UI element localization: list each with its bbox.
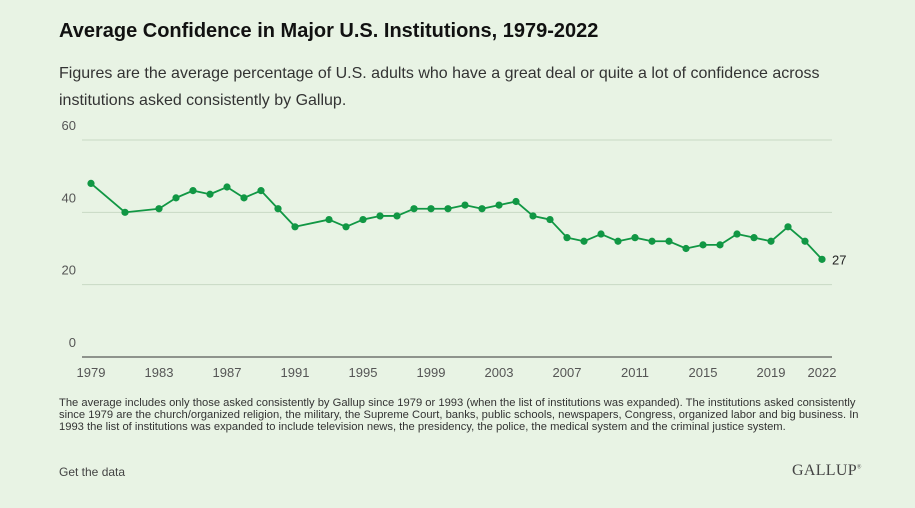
data-point-1986 (206, 190, 214, 198)
data-point-2022 (818, 255, 826, 263)
data-point-1985 (189, 187, 197, 195)
data-point-1988 (240, 194, 248, 202)
logo-text: GALLUP (792, 462, 857, 479)
series-line (90, 182, 823, 260)
data-point-2013 (665, 237, 673, 245)
data-point-2017 (733, 230, 741, 238)
data-point-1990 (274, 205, 282, 213)
y-tick-label-20: 20 (62, 263, 76, 278)
y-axis-ticks: 0 20 40 60 (62, 118, 76, 350)
data-point-1987 (223, 183, 231, 191)
data-point-1993 (325, 215, 333, 224)
data-point-1997 (393, 212, 401, 220)
data-point-2008 (580, 237, 588, 245)
data-point-1994 (342, 223, 350, 231)
footnote: The average includes only those asked co… (59, 397, 859, 433)
data-point-2016 (716, 241, 724, 249)
data-point-1983 (155, 205, 163, 213)
x-tick-label-2003: 2003 (485, 365, 514, 380)
data-point-2011 (631, 234, 639, 242)
x-tick-label-1991: 1991 (281, 365, 310, 380)
gallup-logo: GALLUP® (792, 462, 862, 480)
data-point-2019 (767, 237, 775, 245)
data-point-2007 (563, 234, 571, 242)
data-point-2004 (512, 197, 520, 206)
x-tick-label-2011: 2011 (621, 365, 649, 380)
gridlines (82, 139, 832, 358)
data-point-2015 (699, 241, 707, 249)
data-point-2009 (597, 230, 605, 238)
x-tick-label-2019: 2019 (757, 365, 786, 380)
data-labels: 27 (832, 252, 846, 267)
end-value-label: 27 (832, 252, 846, 267)
data-point-1981 (121, 208, 129, 216)
y-tick-label-40: 40 (62, 190, 76, 205)
data-point-2021 (801, 237, 809, 245)
get-the-data-link[interactable]: Get the data (59, 465, 126, 479)
data-point-2003 (495, 201, 503, 209)
data-point-2005 (529, 212, 537, 220)
data-point-1998 (410, 205, 418, 213)
data-points (87, 179, 826, 263)
x-tick-label-2007: 2007 (553, 365, 582, 380)
data-point-1991 (291, 223, 299, 231)
x-tick-label-1983: 1983 (145, 365, 174, 380)
data-point-2020 (784, 223, 792, 231)
y-tick-label-0: 0 (69, 335, 76, 350)
x-tick-label-1999: 1999 (417, 365, 446, 380)
data-point-1979 (87, 179, 95, 187)
data-point-2018 (750, 234, 758, 242)
x-tick-label-2022: 2022 (808, 365, 837, 380)
data-point-2010 (614, 237, 622, 245)
data-point-2014 (682, 244, 690, 253)
x-axis-ticks: 1979 1983 1987 1991 1995 1999 2003 2007 2011 2015… (77, 365, 837, 380)
data-point-1999 (427, 205, 435, 213)
data-point-2000 (444, 205, 452, 213)
x-tick-label-1979: 1979 (77, 365, 106, 380)
data-point-2006 (546, 215, 554, 224)
series (90, 182, 823, 260)
data-point-1996 (376, 212, 384, 220)
x-tick-label-2015: 2015 (689, 365, 718, 380)
x-tick-label-1995: 1995 (349, 365, 378, 380)
data-point-1984 (172, 194, 180, 202)
data-point-1989 (257, 187, 265, 195)
data-point-2012 (648, 237, 656, 245)
data-point-2002 (478, 205, 486, 213)
chart-title: Average Confidence in Major U.S. Institu… (59, 20, 599, 42)
chart-subtitle: Figures are the average percentage of U.… (59, 65, 820, 109)
trademark-mark: ® (856, 464, 862, 471)
data-point-2001 (461, 201, 469, 209)
data-point-1995 (359, 215, 367, 224)
x-tick-label-1987: 1987 (213, 365, 242, 380)
y-tick-label-60: 60 (62, 118, 76, 133)
